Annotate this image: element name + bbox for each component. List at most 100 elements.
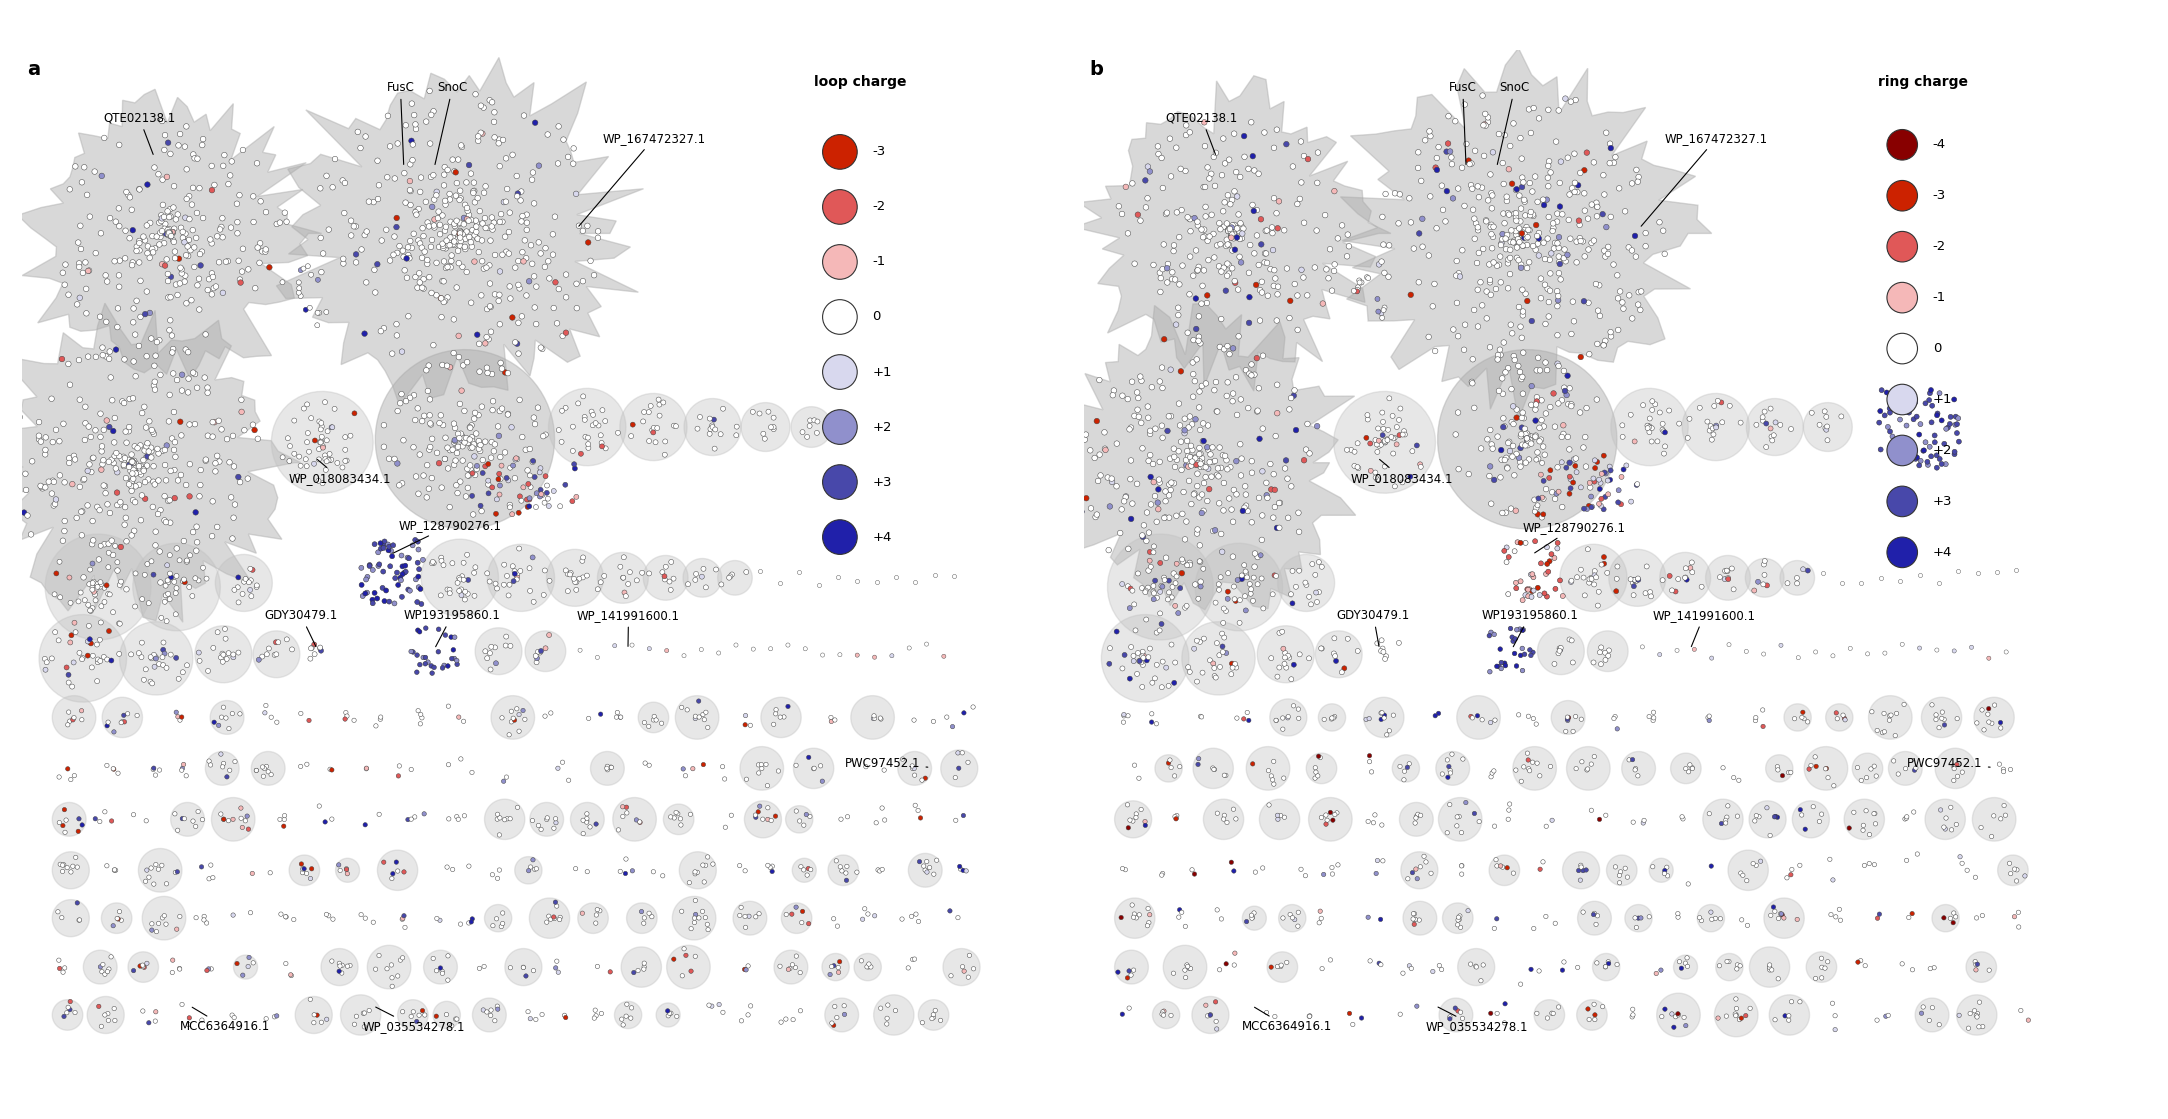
Point: [1173, 556, 1208, 574]
Point: [438, 432, 473, 450]
Point: [1498, 761, 1533, 779]
Point: [152, 413, 186, 431]
Point: [1479, 857, 1513, 875]
Point: [1630, 416, 1665, 434]
Polygon shape: [529, 899, 570, 939]
Point: [509, 286, 544, 304]
Point: [91, 453, 126, 471]
Point: [1487, 451, 1522, 469]
Point: [347, 584, 382, 602]
Point: [1724, 1009, 1758, 1027]
Point: [1485, 858, 1520, 876]
Point: [143, 366, 178, 384]
Point: [91, 419, 126, 436]
Point: [1574, 570, 1609, 587]
Point: [1552, 708, 1587, 726]
Point: [436, 554, 470, 572]
Point: [1502, 233, 1537, 251]
Point: [137, 566, 171, 584]
Point: [1223, 214, 1257, 232]
Point: [1659, 1008, 1693, 1026]
Point: [1602, 179, 1637, 197]
Point: [1587, 337, 1622, 355]
Point: [408, 649, 442, 667]
Point: [304, 1014, 338, 1032]
Point: [130, 470, 165, 488]
Point: [863, 709, 898, 727]
Point: [199, 227, 234, 245]
Point: [323, 957, 358, 975]
Polygon shape: [143, 896, 186, 940]
Point: [72, 348, 106, 366]
Point: [1216, 862, 1251, 880]
Point: [141, 655, 176, 673]
Point: [1362, 955, 1396, 972]
Point: [1201, 460, 1236, 478]
Point: [1214, 655, 1249, 673]
Point: [1778, 709, 1812, 727]
Point: [228, 573, 262, 591]
Point: [1110, 707, 1145, 725]
Point: [1719, 1006, 1754, 1024]
Point: [1500, 357, 1535, 375]
Point: [156, 177, 191, 195]
Point: [106, 394, 141, 412]
Point: [1229, 564, 1264, 582]
Point: [375, 869, 410, 887]
Point: [273, 966, 308, 984]
Point: [154, 145, 189, 163]
Point: [1208, 194, 1242, 211]
Point: [1732, 999, 1767, 1017]
Point: [106, 350, 141, 368]
Point: [1511, 253, 1546, 271]
Point: [1910, 453, 1945, 471]
Point: [1377, 429, 1411, 446]
Point: [1318, 647, 1353, 665]
Point: [1888, 439, 1923, 457]
Point: [1342, 273, 1377, 291]
Point: [509, 461, 544, 479]
Point: [182, 179, 217, 197]
Point: [1420, 149, 1455, 167]
Point: [614, 1009, 648, 1027]
Point: [210, 176, 245, 194]
Point: [85, 1017, 119, 1035]
Point: [1476, 218, 1511, 236]
Point: [475, 916, 509, 934]
Point: [1301, 143, 1335, 161]
Point: [1108, 488, 1143, 506]
Point: [1470, 191, 1505, 209]
Point: [1463, 440, 1498, 458]
Point: [1060, 488, 1095, 506]
Point: [108, 581, 143, 599]
Point: [1474, 225, 1509, 243]
Point: [56, 446, 91, 464]
Text: -4: -4: [1934, 139, 1947, 151]
Point: [1184, 553, 1218, 571]
Point: [1936, 760, 1971, 778]
Point: [286, 260, 321, 278]
Polygon shape: [1845, 799, 1884, 839]
Text: 0: 0: [872, 310, 880, 323]
Point: [1283, 132, 1318, 150]
Point: [1223, 223, 1257, 241]
Point: [516, 408, 551, 426]
Point: [1268, 460, 1303, 478]
Point: [1509, 534, 1544, 552]
Point: [1151, 509, 1186, 527]
Polygon shape: [785, 806, 813, 833]
Point: [1997, 908, 2031, 925]
Point: [1661, 909, 1695, 927]
Point: [1539, 133, 1574, 151]
Point: [460, 457, 494, 474]
Point: [1437, 425, 1472, 443]
Point: [74, 602, 108, 620]
Point: [1474, 218, 1509, 236]
Point: [80, 636, 115, 653]
Point: [1366, 420, 1401, 438]
Point: [152, 321, 186, 339]
Point: [1106, 205, 1140, 223]
Point: [1117, 905, 1151, 923]
Point: [473, 1002, 507, 1019]
Point: [941, 909, 976, 927]
